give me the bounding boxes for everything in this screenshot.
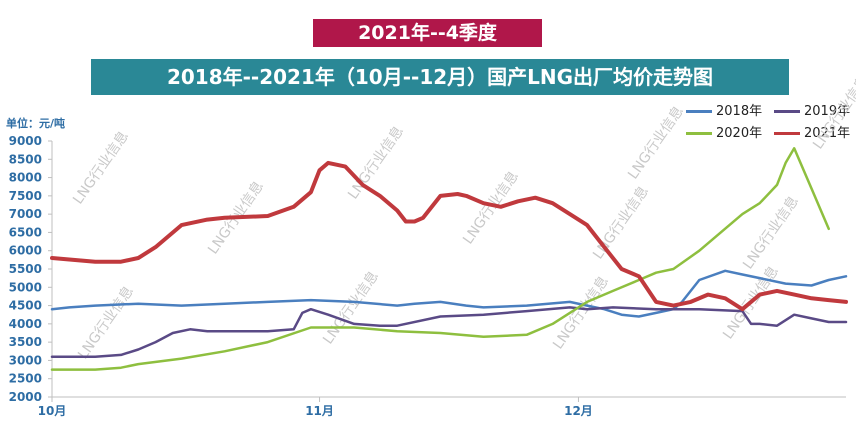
x-tick-label: 11月 — [305, 404, 334, 418]
watermark-text: LNG行业信息 — [589, 183, 652, 262]
y-tick-label: 8500 — [9, 152, 42, 166]
x-tick-label: 10月 — [38, 404, 67, 418]
y-tick-label: 4500 — [9, 299, 42, 313]
series-line-2021年 — [50, 160, 848, 312]
y-tick-label: 9000 — [9, 134, 42, 148]
quarter-banner: 2021年--4季度 — [313, 19, 542, 47]
y-tick-label: 5000 — [9, 280, 42, 294]
y-tick-label: 7500 — [9, 189, 42, 203]
legend-label: 2021年 — [804, 126, 851, 141]
y-tick-label: 2500 — [9, 372, 42, 386]
y-tick-label: 3000 — [9, 353, 42, 367]
watermark-text: LNG行业信息 — [809, 73, 856, 152]
watermark-text: LNG行业信息 — [74, 283, 137, 362]
legend-swatch — [686, 110, 712, 113]
y-tick-label: 2000 — [9, 390, 42, 404]
chart-title-banner: 2018年--2021年（10月--12月）国产LNG出厂均价走势图 — [91, 59, 789, 95]
legend-item: 2020年 — [686, 122, 762, 141]
legend-item: 2018年 — [686, 100, 762, 119]
y-tick-label: 6500 — [9, 225, 42, 239]
series-line-2018年 — [50, 269, 848, 318]
legend-swatch — [686, 132, 712, 135]
series-line-2020年 — [50, 147, 830, 371]
legend-item: 2019年 — [774, 100, 850, 119]
watermark-text: LNG行业信息 — [344, 123, 407, 202]
legend-item: 2021年 — [774, 122, 850, 141]
watermark-text: LNG行业信息 — [69, 128, 132, 207]
x-tick-label: 12月 — [564, 404, 593, 418]
y-tick-label: 7000 — [9, 207, 42, 221]
watermark-text: LNG行业信息 — [624, 103, 687, 182]
watermark-text: LNG行业信息 — [319, 268, 382, 347]
legend-swatch — [774, 132, 800, 135]
watermark-text: LNG行业信息 — [739, 193, 802, 272]
y-tick-label: 4000 — [9, 317, 42, 331]
y-tick-label: 3500 — [9, 335, 42, 349]
watermark-text: LNG行业信息 — [459, 168, 522, 247]
y-tick-label: 5500 — [9, 262, 42, 276]
legend-label: 2019年 — [804, 104, 851, 119]
y-tick-label: 8000 — [9, 171, 42, 185]
legend-label: 2020年 — [716, 126, 763, 141]
watermark-text: LNG行业信息 — [549, 273, 612, 352]
y-tick-label: 6000 — [9, 244, 42, 258]
series-line-2019年 — [50, 306, 848, 359]
unit-label: 单位：元/吨 — [6, 117, 66, 130]
legend-label: 2018年 — [716, 104, 763, 119]
legend-swatch — [774, 110, 800, 113]
